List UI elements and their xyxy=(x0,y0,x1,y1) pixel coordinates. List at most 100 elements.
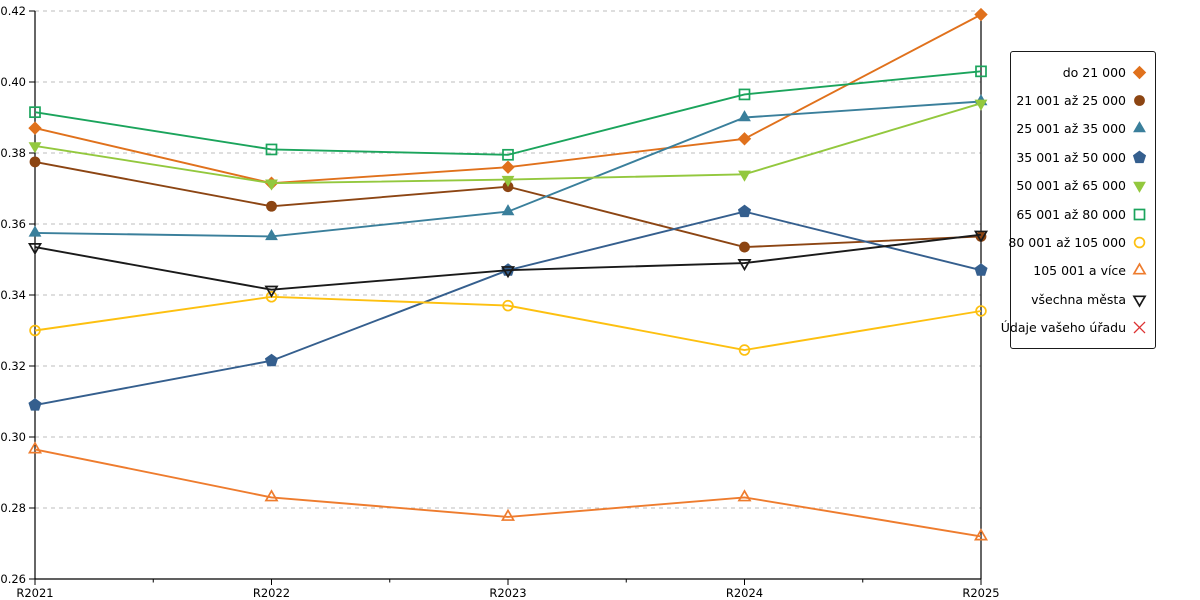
x-tick-label: R2022 xyxy=(253,586,290,600)
series-5-marker-square xyxy=(502,148,514,161)
triangle-down-legend-icon xyxy=(1132,295,1147,308)
series-8-marker-triangle-down xyxy=(737,259,752,272)
y-tick-label: 0.38 xyxy=(0,146,26,160)
series-6-marker-circle xyxy=(738,344,751,356)
series-1-marker-circle xyxy=(266,200,277,212)
series-5-marker-square xyxy=(29,106,41,119)
legend-label: Údaje vašeho úřadu xyxy=(1000,320,1126,336)
legend-item: 50 001 až 65 000 xyxy=(1011,174,1155,198)
series-line-6 xyxy=(34,295,982,351)
series-0-marker-diamond xyxy=(501,160,515,174)
series-3 xyxy=(28,204,988,411)
legend-5-marker-square xyxy=(1133,208,1146,220)
legend-label: 35 001 až 50 000 xyxy=(1016,149,1126,165)
x-tick-label: R2021 xyxy=(16,586,53,600)
legend-0-marker-diamond xyxy=(1132,65,1147,79)
y-tick-label: 0.36 xyxy=(0,217,26,231)
triangle-up-legend-icon xyxy=(1132,262,1147,275)
pentagon-legend-icon xyxy=(1132,150,1147,163)
x-tick-label: R2023 xyxy=(489,586,526,600)
series-1-marker-circle xyxy=(739,241,750,253)
legend-8-marker-triangle-down xyxy=(1132,295,1147,308)
x-tick-label: R2025 xyxy=(962,586,999,600)
series-8 xyxy=(27,230,989,298)
series-0-marker-diamond xyxy=(974,7,988,22)
series-6 xyxy=(29,291,987,356)
series-line-5 xyxy=(34,70,982,156)
series-5-marker-square xyxy=(975,65,987,78)
series-5-marker-square xyxy=(265,143,278,156)
y-tick-label: 0.34 xyxy=(0,288,26,302)
series-line-3 xyxy=(34,210,982,407)
y-tick-label: 0.42 xyxy=(0,4,26,18)
series-7-marker-triangle-up xyxy=(27,441,43,454)
series-0-marker-diamond xyxy=(737,132,752,146)
square-legend-icon xyxy=(1133,208,1146,220)
series-0 xyxy=(28,7,988,190)
series-7-marker-triangle-up xyxy=(737,489,752,502)
legend-2-marker-triangle-up xyxy=(1133,121,1146,133)
y-tick-label: 0.26 xyxy=(0,572,26,586)
legend-1-marker-circle xyxy=(1134,95,1145,106)
series-8-marker-triangle-down xyxy=(500,266,516,279)
series-8-marker-triangle-down xyxy=(973,230,989,243)
legend-label: 80 001 až 105 000 xyxy=(1008,235,1126,251)
legend-item: 80 001 až 105 000 xyxy=(1008,231,1155,255)
series-6-marker-circle xyxy=(502,299,514,312)
legend-label: 105 001 a více xyxy=(1033,263,1126,279)
legend-item: 21 001 až 25 000 xyxy=(1011,89,1155,113)
diamond-legend-icon xyxy=(1132,65,1147,79)
series-4 xyxy=(28,99,988,191)
series-4-marker-triangle-down xyxy=(974,99,988,111)
legend-label: všechna města xyxy=(1031,291,1126,307)
series-6-marker-circle xyxy=(975,305,987,317)
series-7-marker-triangle-up xyxy=(264,489,279,502)
y-tick-label: 0.32 xyxy=(0,359,26,373)
legend-item: do 21 000 xyxy=(1011,60,1155,84)
series-4-marker-triangle-down xyxy=(501,175,515,188)
circle-legend-icon xyxy=(1134,95,1145,106)
series-3-marker-pentagon xyxy=(28,398,42,411)
series-7 xyxy=(27,441,989,541)
series-7-marker-triangle-up xyxy=(973,528,989,541)
legend-item: 25 001 až 35 000 xyxy=(1011,117,1155,141)
series-5 xyxy=(29,65,987,161)
series-6-marker-circle xyxy=(265,291,278,303)
series-1-marker-circle xyxy=(29,156,41,168)
triangle-up-legend-icon xyxy=(1133,121,1146,133)
legend-label: 50 001 až 65 000 xyxy=(1016,178,1126,194)
x-legend-icon xyxy=(1133,321,1146,334)
legend-6-marker-circle xyxy=(1133,236,1146,249)
series-line-0 xyxy=(34,13,982,185)
series-5-marker-square xyxy=(738,88,751,101)
y-tick-label: 0.30 xyxy=(0,430,26,444)
legend-7-marker-triangle-up xyxy=(1132,262,1147,275)
legend-label: 65 001 až 80 000 xyxy=(1016,206,1126,222)
series-0-marker-diamond xyxy=(28,121,42,135)
y-tick-label: 0.40 xyxy=(0,75,26,89)
legend-item: 65 001 až 80 000 xyxy=(1011,202,1155,226)
legend-item: 35 001 až 50 000 xyxy=(1011,145,1155,169)
series-4-marker-triangle-down xyxy=(265,179,278,191)
series-2-marker-triangle-up xyxy=(265,229,278,241)
series-3-marker-pentagon xyxy=(264,353,279,367)
series-3-marker-pentagon xyxy=(737,204,752,218)
x-tick-label: R2024 xyxy=(726,586,763,600)
series-line-7 xyxy=(34,448,982,538)
legend-9-marker-x xyxy=(1133,321,1146,334)
series-2-marker-triangle-up xyxy=(738,110,751,122)
series-line-8 xyxy=(34,233,982,291)
series-8-marker-triangle-down xyxy=(264,285,279,298)
legend-item: všechna města xyxy=(1011,287,1155,311)
series-7-marker-triangle-up xyxy=(500,508,516,521)
series-4-marker-triangle-down xyxy=(28,142,42,154)
legend-3-marker-pentagon xyxy=(1132,150,1147,163)
series-4-marker-triangle-down xyxy=(738,170,751,182)
circle-legend-icon xyxy=(1133,236,1146,249)
legend-label: 25 001 až 35 000 xyxy=(1016,121,1126,137)
legend-label: do 21 000 xyxy=(1062,64,1126,80)
legend-label: 21 001 až 25 000 xyxy=(1016,93,1126,109)
triangle-down-legend-icon xyxy=(1133,182,1146,194)
